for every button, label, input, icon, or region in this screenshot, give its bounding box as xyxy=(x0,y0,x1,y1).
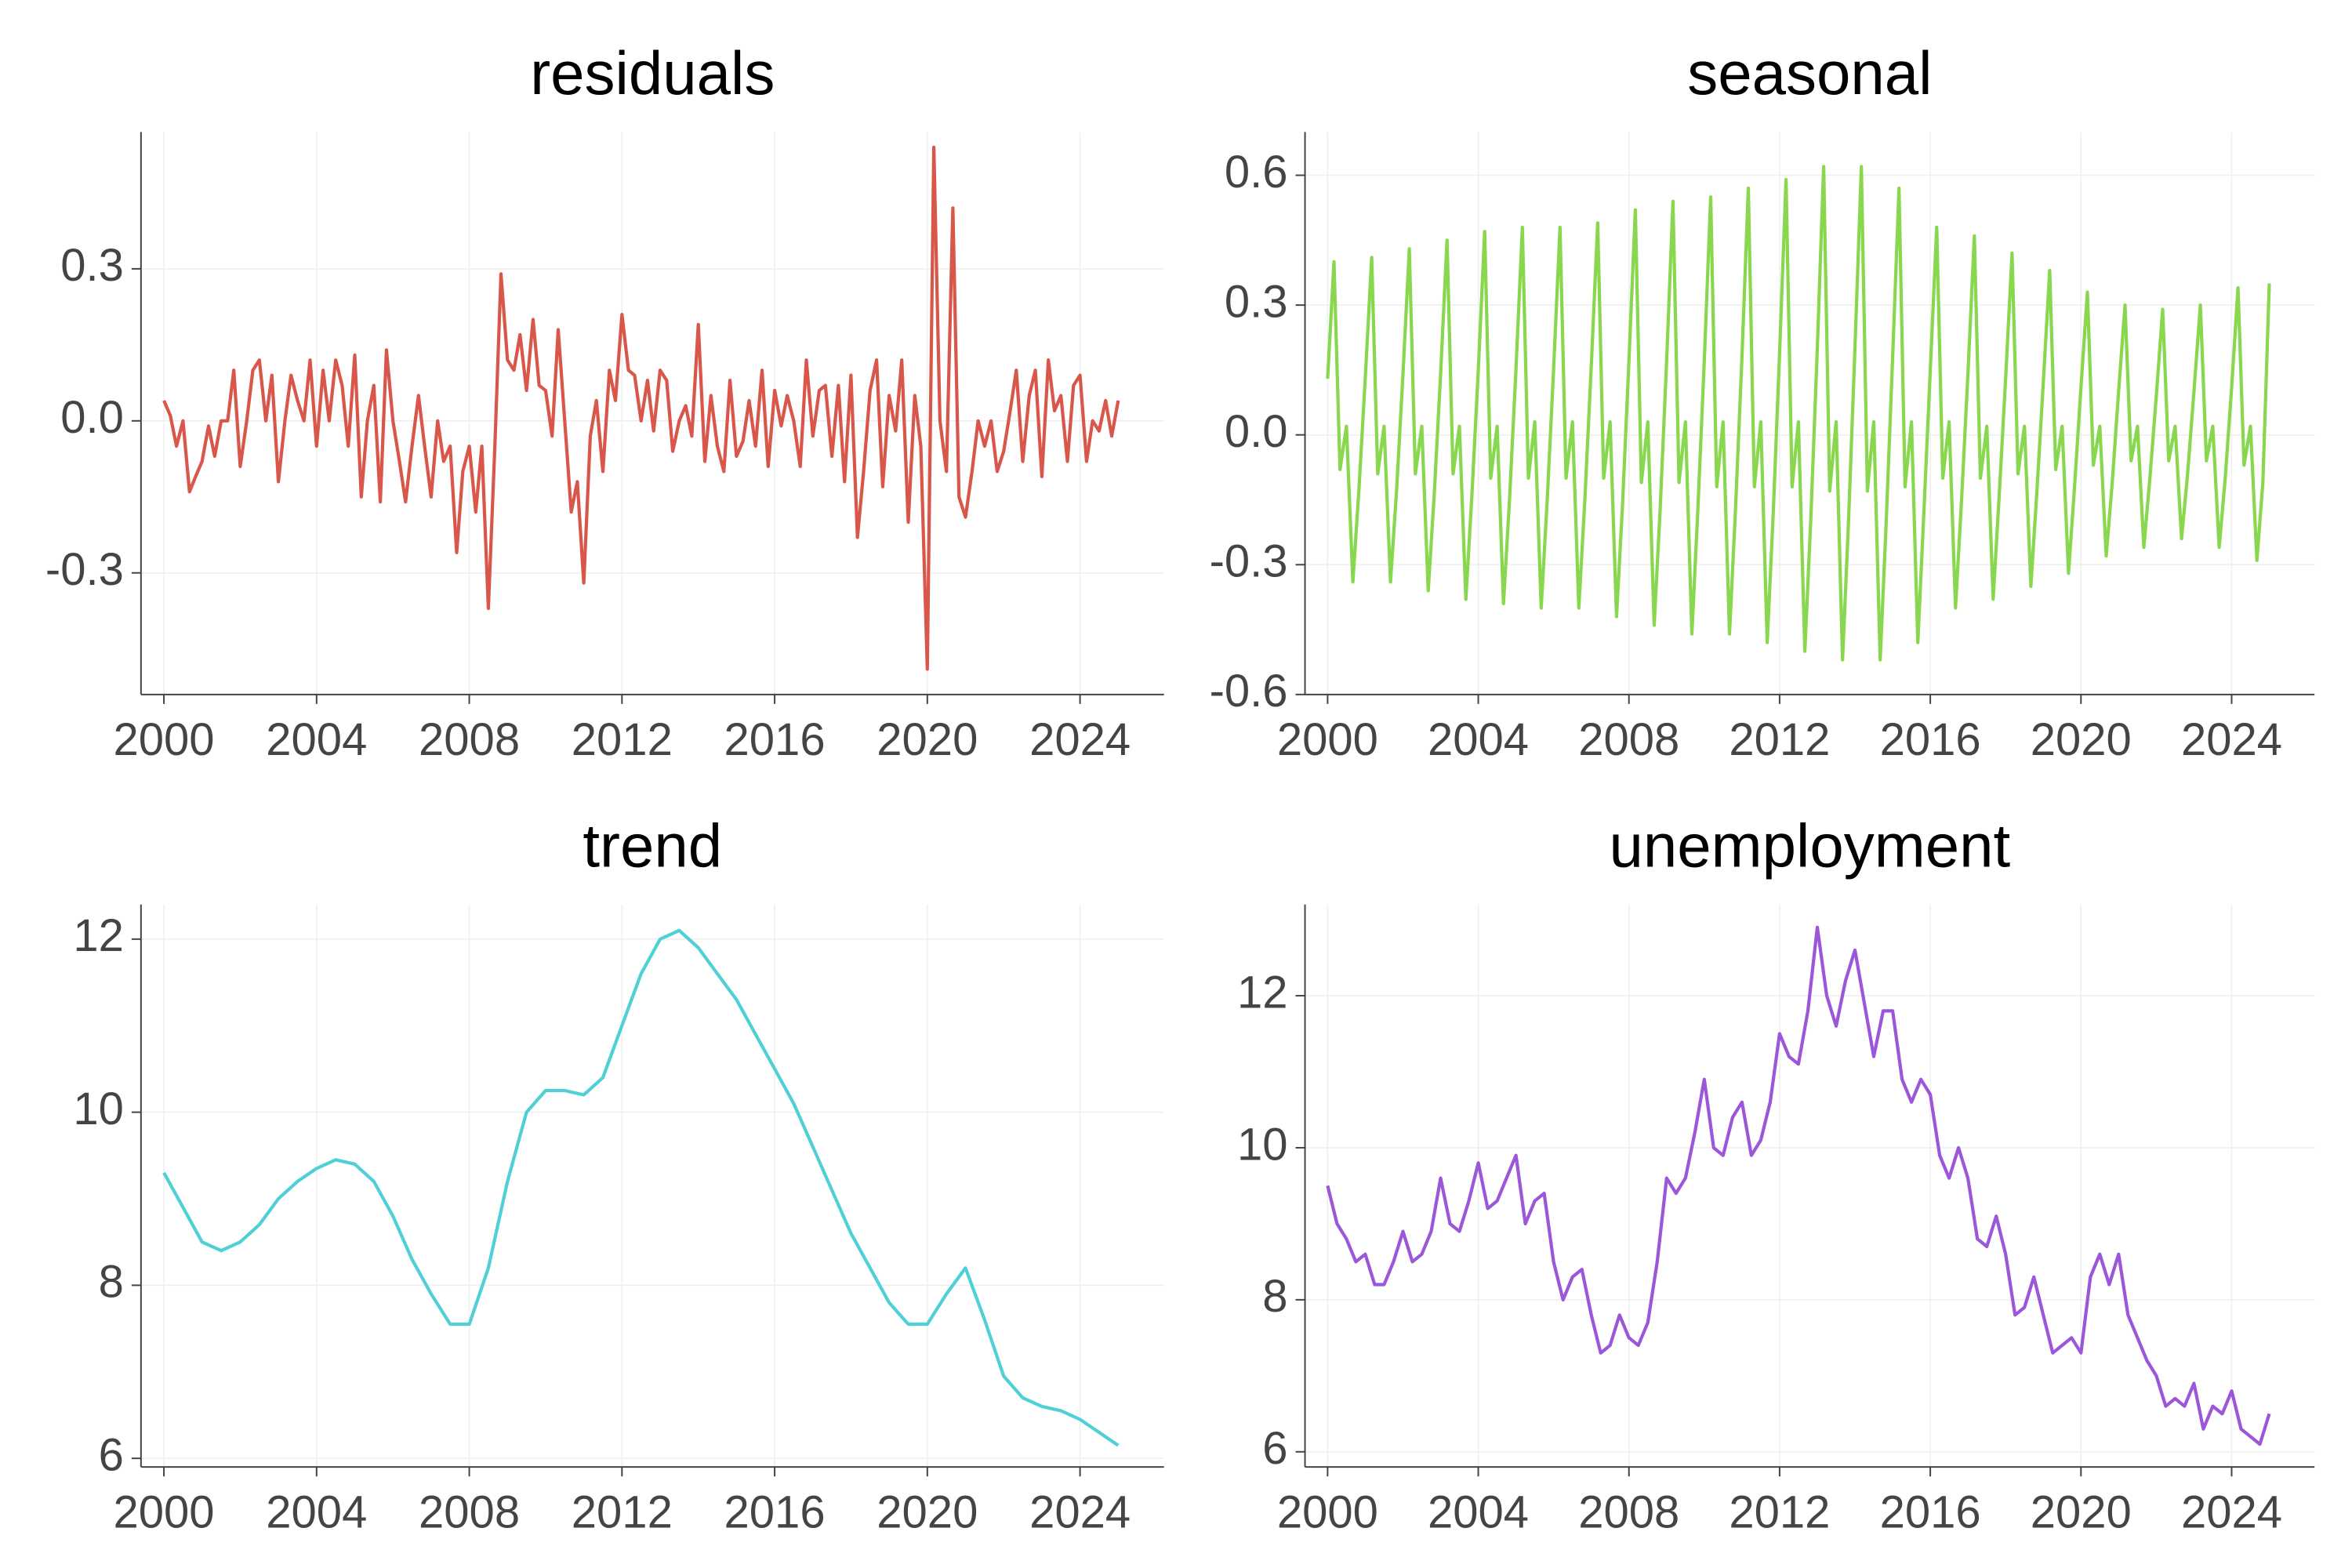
series-line xyxy=(162,145,1120,671)
x-tick-label: 2012 xyxy=(1729,1487,1830,1538)
y-tick-label: 10 xyxy=(73,1083,124,1134)
x-tick-label: 2020 xyxy=(2031,714,2132,765)
y-tick-label: 0.6 xyxy=(1225,147,1288,198)
subplot-title: seasonal xyxy=(1687,38,1932,107)
y-tick-label: 0.0 xyxy=(1225,406,1288,457)
x-tick-label: 2016 xyxy=(1880,714,1981,765)
y-tick-label: 10 xyxy=(1237,1119,1288,1170)
y-tick-label: 6 xyxy=(99,1429,124,1480)
x-tick-label: 2020 xyxy=(2031,1487,2132,1538)
x-tick-label: 2008 xyxy=(419,1487,520,1538)
y-tick-label: 8 xyxy=(1262,1271,1287,1322)
y-tick-label: 12 xyxy=(1237,967,1288,1018)
x-tick-label: 2024 xyxy=(1029,1487,1131,1538)
x-tick-label: 2016 xyxy=(724,714,826,765)
y-tick-label: 0.3 xyxy=(1225,276,1288,327)
y-tick-label: 6 xyxy=(1262,1423,1287,1474)
x-tick-label: 2020 xyxy=(877,1487,978,1538)
y-tick-label: -0.6 xyxy=(1210,666,1288,717)
x-tick-label: 2000 xyxy=(114,714,215,765)
x-tick-label: 2004 xyxy=(1428,714,1529,765)
x-tick-label: 2012 xyxy=(1729,714,1830,765)
series-line xyxy=(1326,165,2271,662)
x-tick-label: 2000 xyxy=(1277,1487,1378,1538)
x-tick-label: 2004 xyxy=(266,714,367,765)
x-tick-label: 2020 xyxy=(877,714,978,765)
subplot-title: trend xyxy=(583,811,722,880)
x-tick-label: 2004 xyxy=(266,1487,367,1538)
x-tick-label: 2008 xyxy=(1578,1487,1679,1538)
x-tick-label: 2012 xyxy=(572,714,673,765)
subplot-title: residuals xyxy=(530,38,775,107)
series-line xyxy=(162,928,1120,1447)
y-tick-label: -0.3 xyxy=(1210,536,1288,587)
x-tick-label: 2000 xyxy=(114,1487,215,1538)
y-tick-label: 0.3 xyxy=(60,240,124,291)
x-tick-label: 2024 xyxy=(1029,714,1131,765)
x-tick-label: 2012 xyxy=(572,1487,673,1538)
x-tick-label: 2008 xyxy=(419,714,520,765)
series-line xyxy=(1326,925,2271,1446)
x-tick-label: 2024 xyxy=(2181,714,2282,765)
x-tick-label: 2016 xyxy=(724,1487,826,1538)
x-tick-label: 2016 xyxy=(1880,1487,1981,1538)
y-tick-label: 12 xyxy=(73,910,124,961)
y-tick-label: 8 xyxy=(99,1257,124,1308)
x-tick-label: 2008 xyxy=(1578,714,1679,765)
x-tick-label: 2000 xyxy=(1277,714,1378,765)
subplot-title: unemployment xyxy=(1610,811,2011,880)
y-tick-label: -0.3 xyxy=(45,544,124,595)
y-tick-label: 0.0 xyxy=(60,392,124,443)
x-tick-label: 2024 xyxy=(2181,1487,2282,1538)
x-tick-label: 2004 xyxy=(1428,1487,1529,1538)
